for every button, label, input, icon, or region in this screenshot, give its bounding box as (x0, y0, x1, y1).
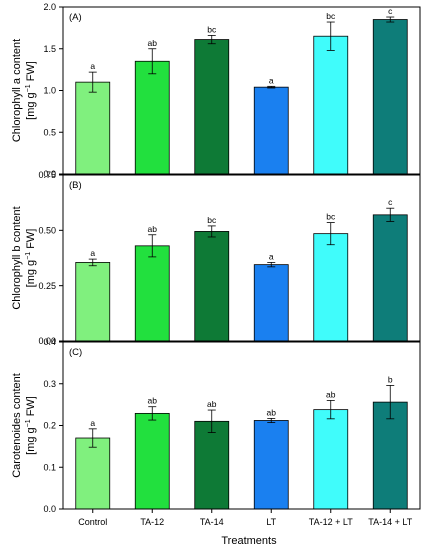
bar-1-2 (134, 60, 170, 175)
panel-1: a ab bc a bc c 0.0 0.5 1.0 1.5 2.0 (A) Chlorophyll a… (11, 2, 421, 179)
x-tick-label-1: Control (78, 517, 107, 527)
x-axis: Control TA-12 TA-14 LT TA-12 + LT TA-14 + LT (78, 509, 413, 527)
error-bar-3-5 (326, 400, 335, 420)
bar-1-1 (75, 81, 111, 175)
plot-frame-2 (62, 174, 421, 342)
y-tick-label-1-2: 0.5 (43, 127, 56, 137)
bar-3-6 (372, 401, 408, 510)
bar-3-4 (253, 420, 289, 510)
y-tick-label-3-1: 0.0 (43, 504, 56, 514)
y-axis-title-3: Carotenoides content (11, 373, 23, 478)
significance-label-2-4: a (269, 251, 274, 261)
error-bar-2-4 (267, 262, 276, 268)
significance-label-3-6: b (388, 374, 393, 384)
significance-label-3-3: ab (207, 399, 217, 409)
panel-label-3: (C) (69, 347, 82, 358)
panel-3: a ab ab ab ab b 0.0 0.1 0.2 0.3 0.4 (C) Carotenoides… (11, 337, 421, 514)
plot-frame-1 (62, 6, 421, 175)
error-bar-2-5 (326, 222, 335, 246)
significance-label-1-1: a (90, 61, 95, 71)
significance-label-1-5: bc (326, 11, 336, 21)
y-tick-label-1-5: 2.0 (43, 2, 56, 12)
significance-label-2-1: a (90, 248, 95, 258)
bar-1-3 (194, 39, 230, 175)
y-tick-label-1-1: 0.0 (43, 169, 56, 179)
bar-3-3 (194, 420, 230, 510)
x-tick-label-4: LT (266, 517, 276, 527)
x-tick-label-6: TA-14 + LT (368, 517, 412, 527)
x-tick-label-5: TA-12 + LT (309, 517, 353, 527)
error-bar-1-5 (326, 21, 335, 51)
significance-label-3-5: ab (326, 389, 336, 399)
y-tick-label-1-4: 1.5 (43, 44, 56, 54)
x-tick-label-3: TA-14 (200, 517, 224, 527)
bar-2-5 (313, 233, 349, 342)
significance-label-2-5: bc (326, 212, 336, 222)
significance-label-1-4: a (269, 75, 274, 85)
bar-1-4 (253, 86, 289, 175)
y-tick-label-1-3: 1.0 (43, 86, 56, 96)
y-axis-unit-2: [mg g−1 FW] (25, 229, 37, 288)
significance-label-3-4: ab (267, 407, 277, 417)
error-bar-3-4 (267, 417, 276, 423)
y-tick-label-3-5: 0.4 (43, 337, 56, 347)
y-axis-title-1: Chlorophyll a content (11, 39, 23, 142)
y-axis-title-2: Chlorophyll b content (11, 206, 23, 309)
bar-1-6 (372, 19, 408, 175)
significance-label-2-2: ab (148, 224, 158, 234)
significance-label-1-3: bc (207, 24, 217, 34)
x-tick-label-2: TA-12 (140, 517, 164, 527)
y-axis-unit-3: [mg g−1 FW] (25, 396, 37, 455)
bar-3-1 (75, 437, 111, 510)
y-axis-unit-1: [mg g−1 FW] (25, 61, 37, 120)
error-bar-2-3 (207, 225, 216, 238)
panel-label-2: (B) (69, 180, 82, 191)
error-bar-2-1 (88, 258, 97, 267)
error-bar-3-2 (148, 406, 157, 421)
bar-2-3 (194, 231, 230, 342)
error-bar-3-1 (88, 428, 97, 448)
bar-3-5 (313, 409, 349, 510)
plot-frame-3 (62, 341, 421, 510)
error-bar-1-1 (88, 71, 97, 93)
bar-2-4 (253, 264, 289, 342)
error-bar-1-3 (207, 34, 216, 45)
error-bar-2-6 (386, 207, 395, 222)
significance-label-2-3: bc (207, 215, 217, 225)
panel-2: a ab bc a bc c 0.00 0.25 0.50 0.75 (B) Chlorophyll … (11, 170, 421, 346)
bar-2-1 (75, 262, 111, 342)
x-axis-title: Treatments (221, 535, 277, 547)
bar-3-2 (134, 412, 170, 510)
y-tick-label-2-3: 0.50 (38, 226, 56, 236)
bar-1-5 (313, 35, 349, 175)
y-tick-label-3-4: 0.3 (43, 379, 56, 389)
significance-label-1-6: c (388, 6, 393, 16)
error-bar-1-6 (386, 16, 395, 23)
significance-label-1-2: ab (148, 38, 158, 48)
error-bar-3-3 (207, 409, 216, 434)
y-tick-label-3-2: 0.1 (43, 462, 56, 472)
bar-2-6 (372, 214, 408, 342)
error-bar-3-6 (386, 385, 395, 420)
bar-2-2 (134, 245, 170, 342)
y-tick-label-2-4: 0.75 (38, 170, 56, 180)
y-tick-label-2-2: 0.25 (38, 281, 56, 291)
error-bar-2-2 (148, 234, 157, 258)
error-bar-1-4 (267, 85, 276, 89)
y-tick-label-2-1: 0.00 (38, 336, 56, 346)
significance-label-3-2: ab (148, 396, 158, 406)
error-bar-1-2 (148, 48, 157, 75)
y-tick-label-3-3: 0.2 (43, 421, 56, 431)
significance-label-3-1: a (90, 418, 95, 428)
significance-label-2-6: c (388, 197, 393, 207)
panel-label-1: (A) (69, 12, 82, 23)
